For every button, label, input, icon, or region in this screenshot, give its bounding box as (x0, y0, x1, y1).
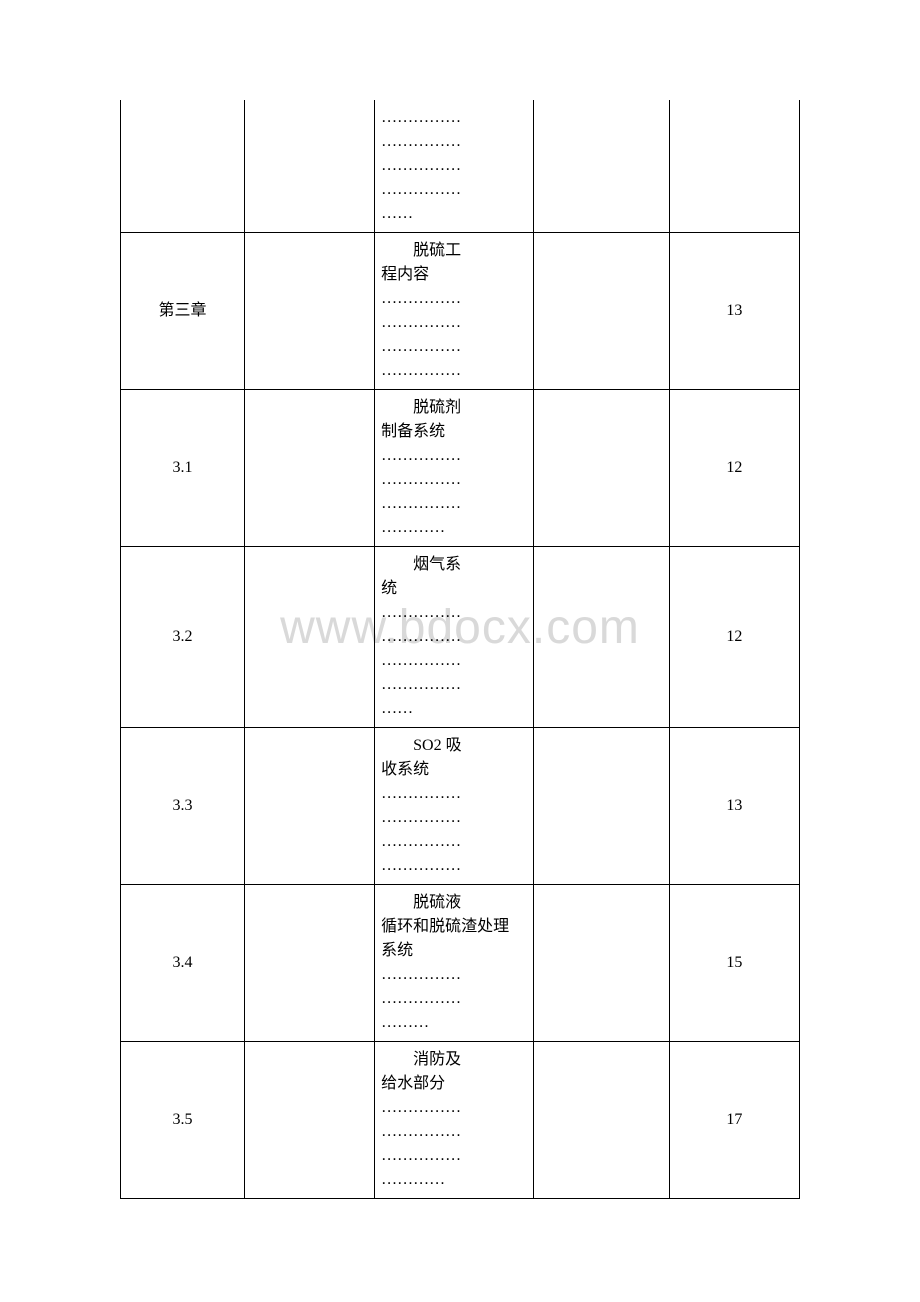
leader-dots: …………… (381, 154, 525, 178)
spacer-cell (245, 885, 375, 1042)
spacer-cell (533, 547, 669, 728)
title-continuation: 制备系统 (381, 420, 525, 444)
title-continuation: 收系统 (381, 758, 525, 782)
leader-dots: …………… (381, 130, 525, 154)
page-number: 17 (669, 1042, 799, 1199)
section-number: 3.3 (121, 728, 245, 885)
leader-dots: …………… (381, 806, 525, 830)
toc-table-wrap: …………………………………………………………第三章脱硫工程内容………………………… (120, 100, 800, 1199)
leader-dots: …………… (381, 335, 525, 359)
section-title: 脱硫工程内容…………………………………………………… (375, 233, 534, 390)
page-number: 13 (669, 728, 799, 885)
table-row: 第三章脱硫工程内容……………………………………………………13 (121, 233, 800, 390)
leader-dots: …… (381, 202, 525, 226)
leader-dots: …………… (381, 492, 525, 516)
spacer-cell (245, 233, 375, 390)
leader-dots: …………… (381, 673, 525, 697)
title-first-line: 脱硫液 (381, 891, 525, 915)
page-number (669, 100, 799, 233)
section-title: 消防及给水部分………………………………………………… (375, 1042, 534, 1199)
spacer-cell (245, 100, 375, 233)
table-row: 3.3SO2 吸收系统……………………………………………………13 (121, 728, 800, 885)
title-continuation: 循环和脱硫渣处理系统 (381, 915, 525, 963)
leader-dots: ………… (381, 1168, 525, 1192)
leader-dots: …… (381, 697, 525, 721)
page-number: 13 (669, 233, 799, 390)
leader-dots: …………… (381, 287, 525, 311)
leader-dots: …………… (381, 311, 525, 335)
section-number: 第三章 (121, 233, 245, 390)
title-first-line: 脱硫工 (381, 239, 525, 263)
leader-dots: ……… (381, 1011, 525, 1035)
section-number: 3.4 (121, 885, 245, 1042)
page-number: 12 (669, 547, 799, 728)
page-number: 12 (669, 390, 799, 547)
leader-dots: …………… (381, 782, 525, 806)
spacer-cell (533, 885, 669, 1042)
spacer-cell (245, 547, 375, 728)
section-title: ………………………………………………………… (375, 100, 534, 233)
section-number: 3.5 (121, 1042, 245, 1199)
table-row: 3.2烟气系统…………………………………………………………12 (121, 547, 800, 728)
section-title: 脱硫剂制备系统………………………………………………… (375, 390, 534, 547)
spacer-cell (533, 728, 669, 885)
leader-dots: …………… (381, 359, 525, 383)
leader-dots: …………… (381, 963, 525, 987)
table-row: 3.1脱硫剂制备系统…………………………………………………12 (121, 390, 800, 547)
spacer-cell (245, 728, 375, 885)
leader-dots: …………… (381, 444, 525, 468)
toc-tbody: …………………………………………………………第三章脱硫工程内容………………………… (121, 100, 800, 1199)
leader-dots: …………… (381, 601, 525, 625)
spacer-cell (533, 233, 669, 390)
spacer-cell (533, 1042, 669, 1199)
title-continuation: 给水部分 (381, 1072, 525, 1096)
leader-dots: …………… (381, 1096, 525, 1120)
leader-dots: …………… (381, 625, 525, 649)
leader-dots: ………… (381, 516, 525, 540)
table-row: ………………………………………………………… (121, 100, 800, 233)
section-number: 3.1 (121, 390, 245, 547)
document-page: www.bdocx.com …………………………………………………………第三章脱… (0, 0, 920, 1299)
title-first-line: 消防及 (381, 1048, 525, 1072)
section-title: 脱硫液循环和脱硫渣处理系统………………………………… (375, 885, 534, 1042)
title-first-line: 脱硫剂 (381, 396, 525, 420)
spacer-cell (245, 390, 375, 547)
title-first-line: SO2 吸 (381, 734, 525, 758)
table-row: 3.5消防及给水部分…………………………………………………17 (121, 1042, 800, 1199)
section-title: 烟气系统………………………………………………………… (375, 547, 534, 728)
title-first-line: 烟气系 (381, 553, 525, 577)
leader-dots: …………… (381, 468, 525, 492)
toc-table: …………………………………………………………第三章脱硫工程内容………………………… (120, 100, 800, 1199)
leader-dots: …………… (381, 649, 525, 673)
section-number (121, 100, 245, 233)
table-row: 3.4脱硫液循环和脱硫渣处理系统…………………………………15 (121, 885, 800, 1042)
spacer-cell (533, 390, 669, 547)
leader-dots: …………… (381, 1120, 525, 1144)
leader-dots: …………… (381, 987, 525, 1011)
section-title: SO2 吸收系统…………………………………………………… (375, 728, 534, 885)
spacer-cell (533, 100, 669, 233)
leader-dots: …………… (381, 178, 525, 202)
leader-dots: …………… (381, 1144, 525, 1168)
leader-dots: …………… (381, 106, 525, 130)
leader-dots: …………… (381, 830, 525, 854)
title-continuation: 程内容 (381, 263, 525, 287)
title-continuation: 统 (381, 577, 525, 601)
spacer-cell (245, 1042, 375, 1199)
leader-dots: …………… (381, 854, 525, 878)
section-number: 3.2 (121, 547, 245, 728)
page-number: 15 (669, 885, 799, 1042)
